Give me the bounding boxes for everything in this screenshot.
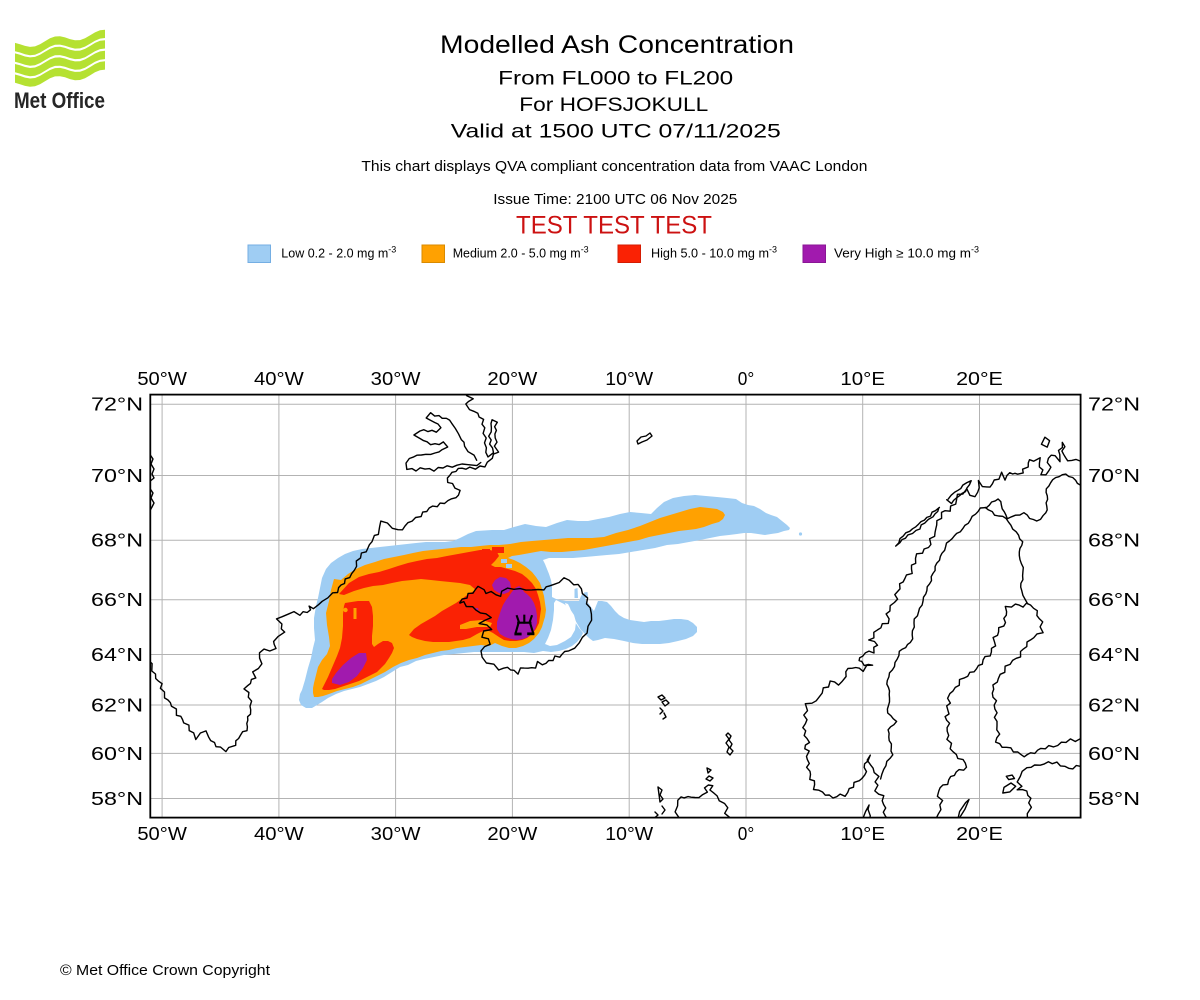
svg-text:20°E: 20°E [956, 824, 1003, 844]
svg-text:30°W: 30°W [371, 369, 421, 389]
svg-text:20°W: 20°W [487, 369, 537, 389]
svg-text:60°N: 60°N [1088, 744, 1140, 764]
svg-text:10°W: 10°W [605, 824, 653, 844]
svg-text:64°N: 64°N [91, 645, 143, 665]
svg-text:0°: 0° [738, 824, 755, 844]
svg-text:58°N: 58°N [91, 789, 143, 809]
svg-text:30°W: 30°W [371, 824, 421, 844]
svg-text:For HOFSJOKULL: For HOFSJOKULL [519, 94, 708, 116]
svg-text:72°N: 72°N [1088, 395, 1140, 415]
svg-text:40°W: 40°W [254, 824, 304, 844]
svg-text:62°N: 62°N [1088, 696, 1140, 716]
svg-text:10°W: 10°W [605, 369, 653, 389]
svg-text:50°W: 50°W [137, 369, 187, 389]
svg-text:58°N: 58°N [1088, 789, 1140, 809]
svg-text:72°N: 72°N [91, 395, 143, 415]
svg-text:10°E: 10°E [840, 824, 885, 844]
svg-text:68°N: 68°N [1088, 531, 1140, 551]
svg-text:High 5.0 - 10.0 mg m-3: High 5.0 - 10.0 mg m-3 [651, 245, 777, 261]
svg-text:This chart displays QVA compli: This chart displays QVA compliant concen… [361, 159, 867, 175]
svg-text:Met Office: Met Office [14, 88, 105, 113]
svg-text:62°N: 62°N [91, 696, 143, 716]
svg-text:20°W: 20°W [487, 824, 537, 844]
svg-text:Valid at 1500 UTC 07/11/2025: Valid at 1500 UTC 07/11/2025 [451, 121, 781, 143]
svg-text:TEST TEST TEST: TEST TEST TEST [516, 212, 712, 240]
svg-text:0°: 0° [738, 369, 755, 389]
svg-text:50°W: 50°W [137, 824, 187, 844]
svg-text:10°E: 10°E [840, 369, 885, 389]
svg-text:© Met Office Crown Copyright: © Met Office Crown Copyright [60, 963, 270, 979]
svg-text:Very High ≥ 10.0 mg m-3: Very High ≥ 10.0 mg m-3 [834, 245, 979, 261]
svg-text:68°N: 68°N [91, 531, 143, 551]
svg-text:66°N: 66°N [91, 590, 143, 610]
svg-text:70°N: 70°N [1088, 466, 1140, 486]
svg-text:20°E: 20°E [956, 369, 1003, 389]
svg-text:64°N: 64°N [1088, 645, 1140, 665]
svg-text:60°N: 60°N [91, 744, 143, 764]
svg-text:From FL000 to FL200: From FL000 to FL200 [498, 68, 733, 90]
svg-text:Medium 2.0 - 5.0 mg m-3: Medium 2.0 - 5.0 mg m-3 [453, 245, 589, 261]
svg-text:66°N: 66°N [1088, 590, 1140, 610]
svg-text:40°W: 40°W [254, 369, 304, 389]
svg-text:Modelled Ash Concentration: Modelled Ash Concentration [440, 31, 794, 59]
svg-text:Low 0.2 - 2.0 mg m-3: Low 0.2 - 2.0 mg m-3 [281, 245, 396, 261]
svg-text:Issue Time: 2100 UTC 06 Nov 20: Issue Time: 2100 UTC 06 Nov 2025 [493, 192, 737, 208]
svg-text:70°N: 70°N [91, 466, 143, 486]
